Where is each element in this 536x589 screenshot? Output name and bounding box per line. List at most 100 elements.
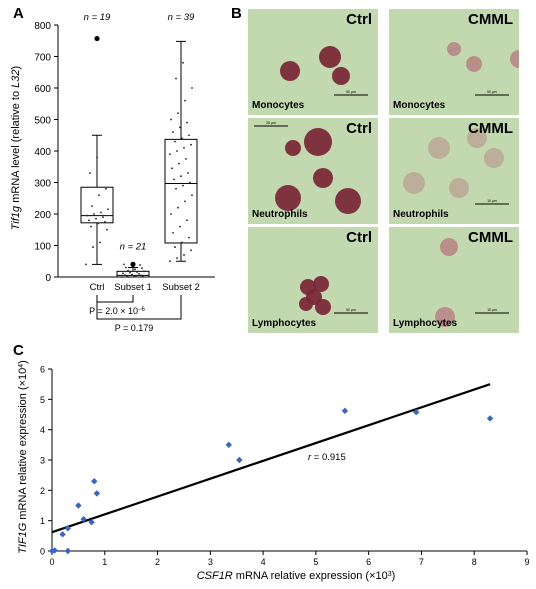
box-n-label: n = 39 xyxy=(168,12,195,23)
box-y-tick-label: 100 xyxy=(34,242,51,253)
stained-cell xyxy=(313,276,329,292)
box-data-point xyxy=(89,172,91,174)
scatter-x-tick-label: 5 xyxy=(313,557,318,567)
box-outlier xyxy=(94,35,100,42)
box-data-point xyxy=(177,112,179,115)
scatter-point xyxy=(341,407,349,415)
stained-cell xyxy=(440,238,458,256)
box-data-point xyxy=(102,216,104,219)
stained-cell xyxy=(335,188,361,214)
scatter-x-tick-label: 4 xyxy=(261,557,266,567)
condition-label: Ctrl xyxy=(346,11,372,28)
box-data-point xyxy=(188,236,190,239)
panel-a-letter: A xyxy=(13,5,24,22)
box-data-point xyxy=(128,276,130,278)
p-bracket-subset2 xyxy=(96,295,182,320)
micrograph-background xyxy=(389,9,519,115)
box-data-point xyxy=(93,213,95,215)
scatter-y-tick-label: 5 xyxy=(40,395,45,405)
box-data-point xyxy=(104,220,106,223)
box-data-point xyxy=(191,194,193,197)
box-data-point xyxy=(174,140,176,143)
box-y-tick-label: 400 xyxy=(34,147,51,158)
box-data-point xyxy=(123,263,125,266)
scatter-x-tick-label: 7 xyxy=(419,557,424,567)
box-data-point xyxy=(121,276,123,278)
box-data-point xyxy=(140,274,142,277)
scatter-x-tick-label: 6 xyxy=(366,557,371,567)
box-data-point xyxy=(185,157,187,160)
condition-label: Ctrl xyxy=(346,229,372,246)
cell-type-label: Neutrophils xyxy=(393,209,449,220)
scale-bar-label: 10 µm xyxy=(487,199,497,203)
box-data-point xyxy=(141,267,143,270)
scatter-plot-panel-c: TIF1G mRNA relative expression (×104) CS… xyxy=(17,360,530,582)
box-data-point xyxy=(184,99,186,102)
box-data-point xyxy=(99,241,101,244)
micrograph-background xyxy=(248,227,378,333)
box-data-point xyxy=(169,153,171,156)
box-data-point xyxy=(173,178,175,181)
box-plot-panel-a: Tif1g mRNA level (relative to L32) 0 100 2… xyxy=(10,12,215,333)
box-y-tick-label: 700 xyxy=(34,53,51,64)
box-data-point xyxy=(139,264,141,266)
box-data-point xyxy=(172,232,174,234)
box-y-tick-label: 800 xyxy=(34,21,51,32)
box-data-point xyxy=(135,275,137,278)
box-data-point xyxy=(175,77,177,80)
box-data-point xyxy=(100,211,102,214)
stained-cell xyxy=(313,168,333,188)
panel-b-letter: B xyxy=(231,5,242,22)
stained-cell xyxy=(447,42,461,56)
box-n-label: n = 19 xyxy=(84,12,111,23)
box-data-point xyxy=(138,272,140,275)
box-data-point xyxy=(179,225,181,228)
cell-type-label: Lymphocytes xyxy=(252,318,317,329)
condition-label: Ctrl xyxy=(346,120,372,137)
scatter-x-tick-label: 0 xyxy=(49,557,54,567)
scatter-y-tick-label: 0 xyxy=(40,547,45,557)
box-data-point xyxy=(90,225,92,228)
scale-bar-label: 25 µm xyxy=(266,121,276,125)
stained-cell xyxy=(510,50,519,68)
cell-type-label: Monocytes xyxy=(393,100,446,111)
box-data-point xyxy=(178,162,180,165)
stained-cell xyxy=(304,128,332,156)
box-data-point xyxy=(91,205,93,208)
stained-cell xyxy=(275,185,301,211)
scatter-x-tick-label: 2 xyxy=(155,557,160,567)
box-data-point xyxy=(170,118,172,121)
box-data-point xyxy=(183,146,185,149)
stained-cell xyxy=(299,297,313,311)
scatter-xlabel: CSF1R mRNA relative expression (×103) xyxy=(197,570,396,582)
scatter-x-tick-label: 8 xyxy=(472,557,477,567)
micrograph-cmml-neutrophils: 10 µm CMML Neutrophils xyxy=(389,118,519,224)
stained-cell xyxy=(280,61,300,81)
box-y-tick-label: 0 xyxy=(45,273,51,284)
stained-cell xyxy=(403,172,425,194)
scatter-y-tick-label: 4 xyxy=(40,425,45,435)
stained-cell xyxy=(484,148,504,168)
box-iqr xyxy=(164,138,198,244)
cell-type-label: Monocytes xyxy=(252,100,305,111)
scatter-point xyxy=(64,525,72,532)
scatter-point xyxy=(93,490,101,497)
scatter-point xyxy=(59,531,66,538)
box-y-tick-label: 300 xyxy=(34,179,51,190)
box-data-point xyxy=(180,175,182,178)
scale-bar-label: 50 µm xyxy=(487,90,497,94)
stained-cell xyxy=(435,307,455,327)
micrograph-background xyxy=(389,118,519,224)
box-data-point xyxy=(176,257,178,259)
box-data-point xyxy=(182,184,184,187)
stained-cell xyxy=(466,56,482,72)
box-data-point xyxy=(107,208,109,211)
scatter-point xyxy=(91,478,98,485)
box-data-point xyxy=(143,270,145,273)
scatter-x-tick-label: 1 xyxy=(102,557,107,567)
micrograph-ctrl-monocytes: 50 µm Ctrl Monocytes xyxy=(248,9,378,115)
stained-cell xyxy=(285,140,301,156)
box-y-tick-label: 600 xyxy=(34,84,51,95)
scale-bar-label: 10 µm xyxy=(487,308,497,312)
box-data-point xyxy=(181,137,183,140)
